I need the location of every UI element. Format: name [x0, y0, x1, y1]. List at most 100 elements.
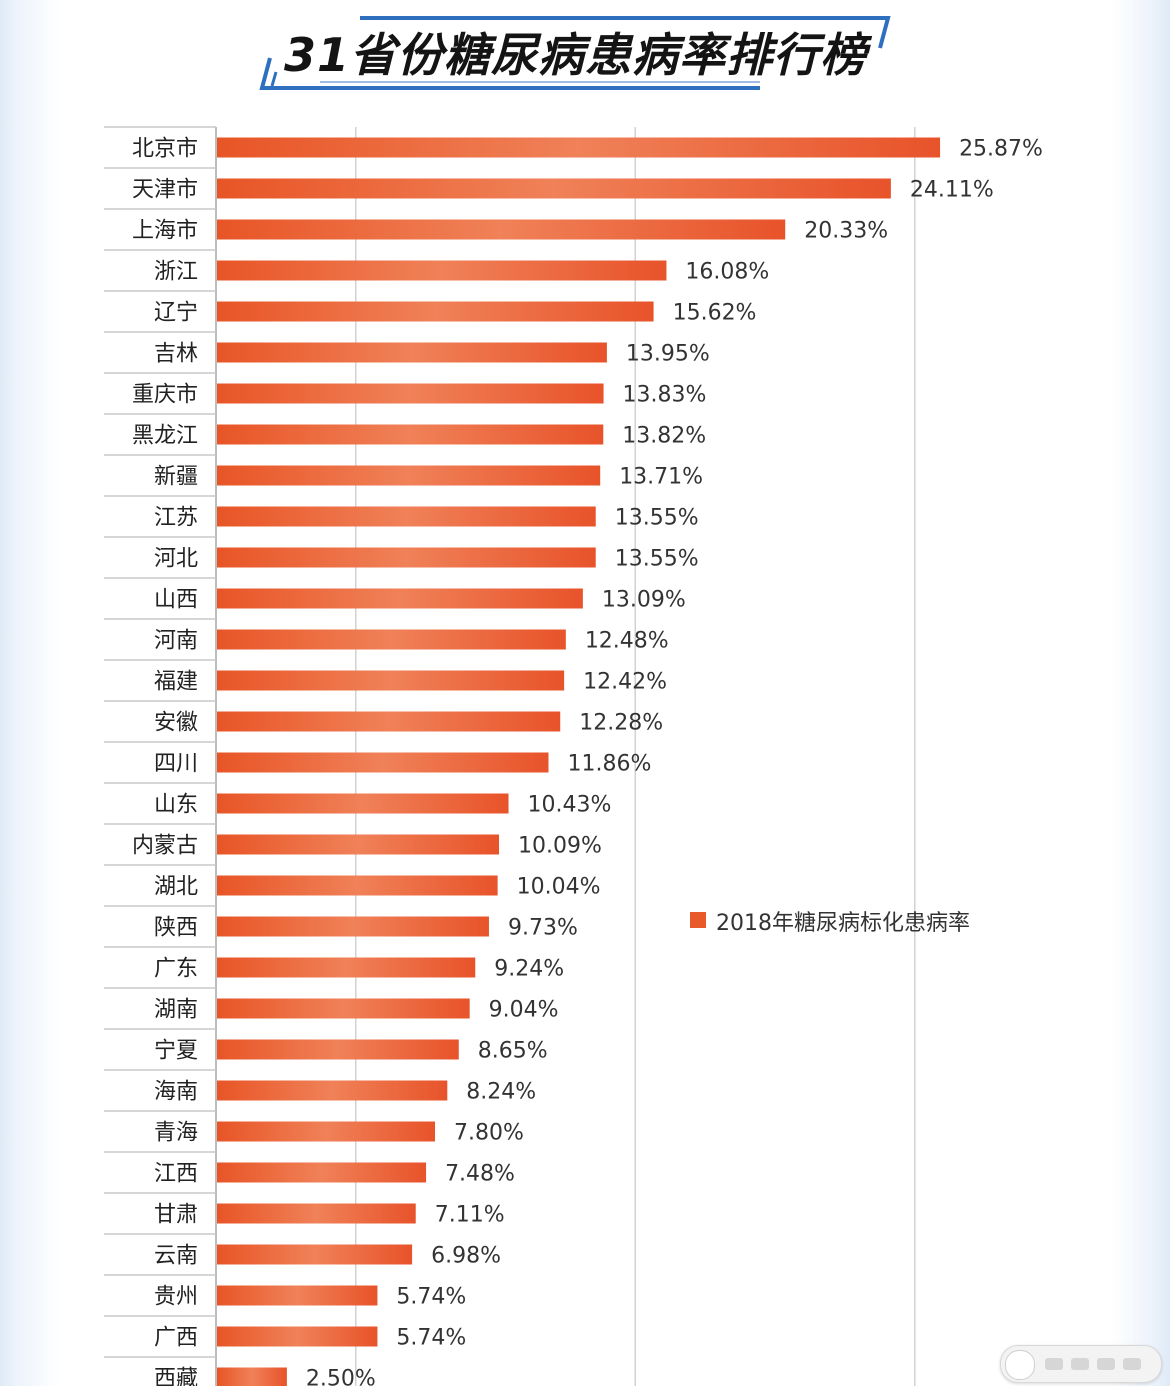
bar — [217, 629, 566, 650]
category-label: 四川 — [154, 752, 198, 777]
data-label: 13.55% — [615, 547, 699, 572]
data-label: 9.24% — [494, 957, 564, 982]
category-label: 吉林 — [154, 342, 198, 367]
bar — [217, 1121, 436, 1142]
data-label: 9.04% — [489, 998, 559, 1023]
category-label: 宁夏 — [154, 1039, 198, 1064]
category-label: 山西 — [154, 588, 198, 613]
title-bracket-right — [360, 16, 891, 49]
bar — [217, 137, 941, 158]
bar — [217, 301, 654, 322]
title-frame — [259, 16, 891, 90]
category-axis: 北京市天津市上海市浙江辽宁吉林重庆市黑龙江新疆江苏河北山西河南福建安徽四川山东内… — [104, 126, 216, 1386]
data-labels: 25.87% 24.11% 20.33% 16.08% 15.62% 13.95% 13.8… — [306, 137, 1043, 1386]
data-label: 7.48% — [445, 1162, 515, 1187]
bar — [217, 752, 549, 773]
bar — [217, 506, 596, 527]
data-label: 5.74% — [396, 1285, 466, 1310]
bar — [217, 178, 891, 199]
toggle-knob[interactable] — [1005, 1350, 1035, 1380]
category-label: 重庆市 — [132, 383, 198, 408]
bar — [217, 260, 667, 281]
bar — [217, 1367, 287, 1386]
data-label: 7.11% — [435, 1203, 505, 1228]
bar — [217, 711, 561, 732]
bar — [217, 219, 786, 240]
category-label: 湖北 — [154, 875, 198, 900]
toggle-track — [1045, 1358, 1145, 1370]
data-label: 16.08% — [685, 260, 769, 285]
bar — [217, 875, 498, 896]
bar — [217, 424, 604, 445]
bar — [217, 1326, 378, 1347]
category-label: 内蒙古 — [132, 834, 198, 859]
data-label: 12.42% — [583, 670, 667, 695]
bars — [217, 137, 941, 1386]
data-label: 13.95% — [626, 342, 710, 367]
category-label: 湖南 — [154, 998, 198, 1023]
category-label: 河北 — [154, 547, 198, 572]
category-label: 云南 — [154, 1244, 198, 1269]
category-label: 福建 — [154, 670, 198, 695]
title-block: 31省份糖尿病患病率排行榜 — [0, 0, 1170, 100]
data-label: 5.74% — [396, 1326, 466, 1351]
data-label: 7.80% — [454, 1121, 524, 1146]
data-label: 6.98% — [431, 1244, 501, 1269]
category-label: 浙江 — [154, 260, 198, 285]
bar — [217, 670, 565, 691]
category-label: 黑龙江 — [132, 424, 198, 449]
data-label: 8.24% — [466, 1080, 536, 1105]
category-label: 广东 — [154, 957, 198, 982]
data-label: 12.48% — [585, 629, 669, 654]
bar — [217, 1080, 448, 1101]
data-label: 13.83% — [623, 383, 707, 408]
bar — [217, 588, 583, 609]
data-label: 11.86% — [567, 752, 651, 777]
category-label: 江西 — [154, 1162, 198, 1187]
category-label: 贵州 — [154, 1285, 198, 1310]
data-label: 12.28% — [579, 711, 663, 736]
legend-label: 2018年糖尿病标化患病率 — [716, 911, 970, 936]
legend-marker — [690, 912, 706, 928]
data-label: 13.09% — [602, 588, 686, 613]
data-label: 15.62% — [673, 301, 757, 326]
bar — [217, 1203, 416, 1224]
category-label: 河南 — [154, 629, 198, 654]
data-label: 24.11% — [910, 178, 994, 203]
bar — [217, 793, 509, 814]
bar — [217, 547, 596, 568]
data-label: 8.65% — [478, 1039, 548, 1064]
data-label: 9.73% — [508, 916, 578, 941]
data-label: 13.82% — [622, 424, 706, 449]
bar — [217, 383, 604, 404]
category-label: 西藏 — [154, 1367, 198, 1386]
category-label: 新疆 — [154, 465, 198, 490]
bar — [217, 342, 607, 363]
category-label: 江苏 — [154, 506, 198, 531]
category-label: 北京市 — [132, 137, 198, 162]
data-label: 2.50% — [306, 1367, 376, 1386]
data-label: 10.43% — [528, 793, 612, 818]
category-label: 海南 — [154, 1080, 198, 1105]
category-label: 上海市 — [132, 219, 198, 244]
title-bracket-left-inner — [270, 71, 278, 87]
toggle-switch[interactable] — [1000, 1345, 1162, 1383]
data-label: 13.55% — [615, 506, 699, 531]
bar — [217, 957, 476, 978]
category-label: 辽宁 — [154, 301, 198, 326]
bar — [217, 1244, 413, 1265]
category-label: 陕西 — [154, 916, 198, 941]
data-label: 25.87% — [959, 137, 1043, 162]
title-bracket-left — [259, 57, 760, 90]
category-label: 甘肃 — [154, 1203, 198, 1228]
bar — [217, 1285, 378, 1306]
category-label: 山东 — [154, 793, 198, 818]
bar — [217, 1039, 459, 1060]
data-label: 10.09% — [518, 834, 602, 859]
category-label: 青海 — [154, 1121, 198, 1146]
category-label: 广西 — [154, 1326, 198, 1351]
bar — [217, 916, 489, 937]
data-label: 10.04% — [517, 875, 601, 900]
data-label: 13.71% — [619, 465, 703, 490]
